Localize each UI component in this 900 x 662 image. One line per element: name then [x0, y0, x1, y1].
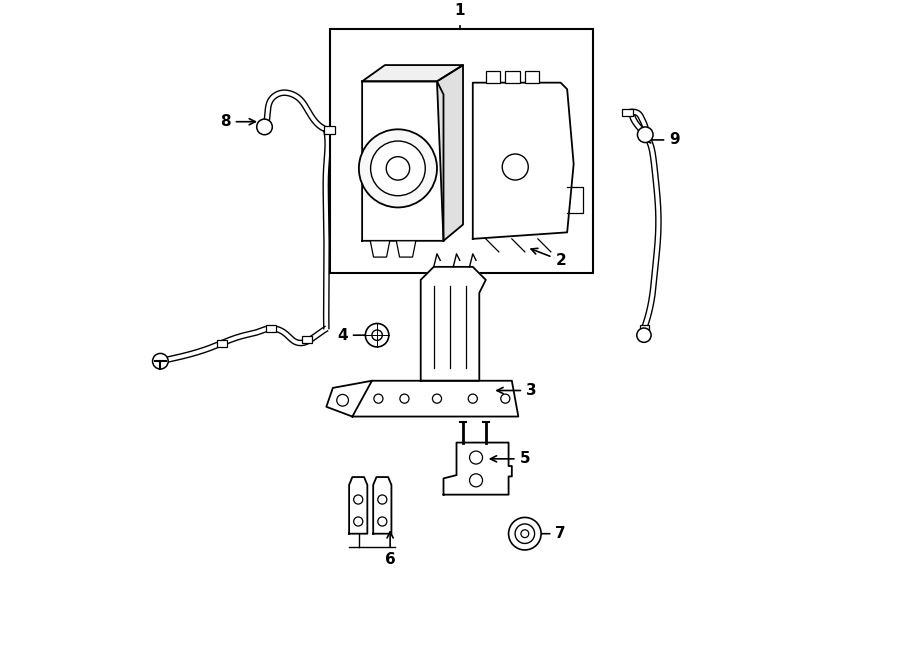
Text: 6: 6: [384, 532, 395, 567]
Circle shape: [468, 394, 477, 403]
Circle shape: [637, 127, 653, 142]
Circle shape: [359, 129, 437, 207]
Circle shape: [354, 495, 363, 504]
Bar: [623, 109, 633, 116]
Bar: [486, 71, 500, 83]
Circle shape: [256, 119, 273, 135]
Text: 1: 1: [454, 3, 465, 19]
Text: 7: 7: [529, 526, 566, 542]
Circle shape: [502, 154, 528, 180]
Circle shape: [354, 517, 363, 526]
Circle shape: [378, 517, 387, 526]
Text: 4: 4: [338, 328, 373, 343]
Bar: [505, 71, 519, 83]
Text: 3: 3: [497, 383, 536, 398]
Circle shape: [521, 530, 529, 538]
Polygon shape: [374, 477, 392, 534]
Polygon shape: [349, 477, 367, 534]
Bar: [324, 126, 335, 134]
Circle shape: [508, 518, 541, 550]
Circle shape: [470, 451, 482, 464]
Polygon shape: [420, 267, 486, 381]
Bar: [302, 336, 312, 343]
Polygon shape: [437, 65, 463, 241]
Bar: [266, 326, 276, 332]
Circle shape: [400, 394, 409, 403]
Polygon shape: [362, 81, 444, 241]
Circle shape: [432, 394, 442, 403]
Circle shape: [378, 495, 387, 504]
Circle shape: [337, 395, 348, 406]
Circle shape: [365, 324, 389, 347]
Polygon shape: [362, 65, 463, 81]
Text: 8: 8: [220, 115, 256, 129]
Polygon shape: [444, 443, 512, 495]
Bar: [329, 29, 593, 273]
Polygon shape: [396, 241, 416, 257]
Polygon shape: [472, 83, 573, 239]
Circle shape: [515, 524, 535, 544]
Bar: [640, 325, 649, 332]
Circle shape: [372, 330, 382, 340]
Circle shape: [371, 141, 426, 196]
Circle shape: [470, 474, 482, 487]
Bar: [525, 71, 539, 83]
Text: 9: 9: [644, 132, 680, 148]
Text: 5: 5: [491, 451, 530, 466]
Circle shape: [153, 354, 168, 369]
Circle shape: [386, 157, 410, 180]
Polygon shape: [327, 381, 372, 416]
Polygon shape: [353, 381, 518, 416]
Polygon shape: [370, 241, 390, 257]
Text: 2: 2: [531, 248, 566, 268]
Circle shape: [500, 394, 510, 403]
Circle shape: [637, 328, 651, 342]
Circle shape: [374, 394, 383, 403]
Bar: [217, 340, 228, 347]
